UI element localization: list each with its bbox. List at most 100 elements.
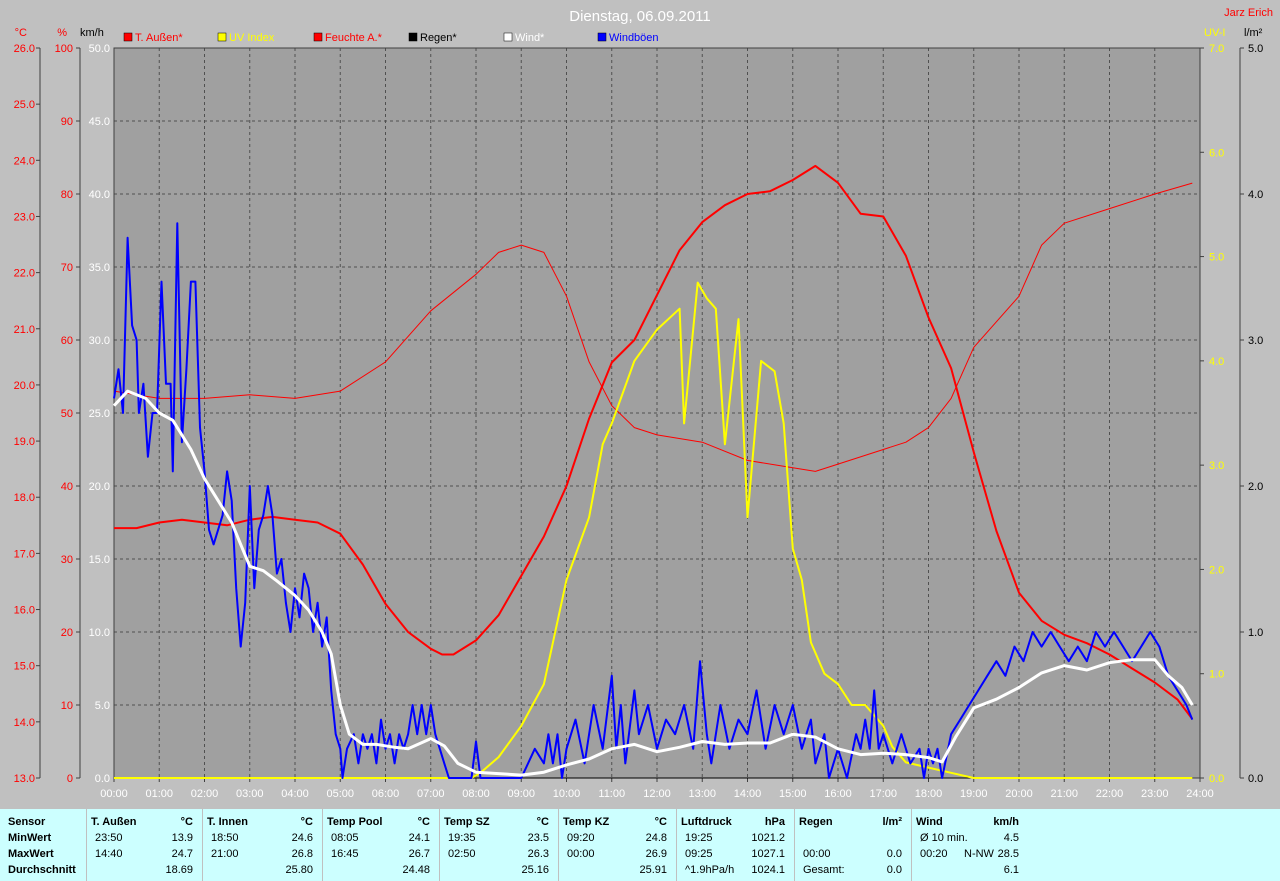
- legend-swatch: [123, 32, 133, 42]
- tick-label-humidity: 0: [67, 773, 73, 785]
- tick-label-wind: 50.0: [89, 43, 110, 55]
- tick-label-time: 18:00: [915, 788, 943, 800]
- stats-value: 24.7: [171, 848, 193, 860]
- tick-label-time: 09:00: [507, 788, 535, 800]
- tick-label-time: 15:00: [779, 788, 807, 800]
- stats-time: 14:40: [95, 848, 123, 860]
- stats-value: 26.7: [408, 848, 430, 860]
- stats-unit: °C: [417, 816, 430, 828]
- tick-label-time: 06:00: [372, 788, 400, 800]
- stats-header: Temp Pool: [327, 816, 383, 828]
- stats-header: Temp SZ: [444, 816, 490, 828]
- tick-label-humidity: 30: [61, 554, 73, 566]
- stats-direction: N-NW: [964, 848, 994, 860]
- stats-value: 26.3: [527, 848, 549, 860]
- tick-label-temp: 25.0: [14, 99, 35, 111]
- stats-header: T. Außen: [91, 816, 137, 828]
- tick-label-wind: 20.0: [89, 481, 110, 493]
- stats-row-label: Durchschnitt: [8, 864, 76, 876]
- legend-swatch: [313, 32, 323, 42]
- stats-unit: hPa: [764, 816, 785, 828]
- stats-header: Sensor: [8, 816, 46, 828]
- legend-label: Regen*: [420, 32, 457, 44]
- stats-unit: km/h: [993, 816, 1019, 828]
- tick-label-temp: 22.0: [14, 268, 35, 280]
- stats-time: Gesamt:: [803, 864, 845, 876]
- legend-swatch: [408, 32, 418, 42]
- stats-time: 02:50: [448, 848, 476, 860]
- unit-humidity-label: %: [57, 27, 67, 39]
- stats-value: 18.69: [165, 864, 193, 876]
- tick-label-time: 12:00: [643, 788, 671, 800]
- stats-value: 26.9: [645, 848, 667, 860]
- stats-time: ^1.9hPa/h: [685, 864, 735, 876]
- tick-label-time: 00:00: [100, 788, 128, 800]
- stats-value: 4.5: [1003, 832, 1019, 844]
- legend-label: Windböen: [609, 32, 659, 44]
- series-line-feuchte-a: [113, 182, 1193, 472]
- stats-value: 24.1: [408, 832, 430, 844]
- tick-label-time: 02:00: [191, 788, 219, 800]
- stats-value: 1021.2: [751, 832, 785, 844]
- tick-label-wind: 5.0: [95, 700, 110, 712]
- weather-chart: Dienstag, 06.09.2011 Jarz Erich °C% km/h UV-…: [14, 7, 1273, 800]
- tick-label-time: 07:00: [417, 788, 445, 800]
- tick-label-time: 13:00: [688, 788, 716, 800]
- tick-label-uv: 1.0: [1209, 669, 1224, 681]
- tick-label-uv: 6.0: [1209, 147, 1224, 159]
- stats-column: Regen l/m² 00:00 0.0 Gesamt: 0.0: [794, 809, 910, 881]
- legend-swatch: [503, 32, 513, 42]
- unit-rain-label: l/m²: [1244, 27, 1263, 39]
- tick-label-wind: 30.0: [89, 335, 110, 347]
- stats-row-label: MaxWert: [8, 848, 54, 860]
- stats-value: 24.8: [645, 832, 667, 844]
- stats-value: 1024.1: [751, 864, 785, 876]
- stats-time: 09:20: [567, 832, 595, 844]
- stats-unit: l/m²: [882, 816, 902, 828]
- stats-unit: °C: [654, 816, 667, 828]
- tick-label-temp: 13.0: [14, 773, 35, 785]
- tick-label-humidity: 60: [61, 335, 73, 347]
- tick-label-time: 19:00: [960, 788, 988, 800]
- stats-value: 25.80: [285, 864, 313, 876]
- tick-label-temp: 16.0: [14, 605, 35, 617]
- stats-column: Temp SZ °C 19:35 23.5 02:50 26.3 25.16: [439, 809, 557, 881]
- tick-label-uv: 3.0: [1209, 460, 1224, 472]
- tick-label-humidity: 10: [61, 700, 73, 712]
- stats-time: 09:25: [685, 848, 713, 860]
- tick-label-wind: 40.0: [89, 189, 110, 201]
- stats-column: T. Außen °C 23:50 13.9 14:40 24.7 18.69: [86, 809, 201, 881]
- stats-value: 23.5: [527, 832, 549, 844]
- series-group: [112, 164, 1194, 779]
- tick-label-temp: 24.0: [14, 155, 35, 167]
- legend-item: T. Außen*: [123, 32, 183, 44]
- stats-header: T. Innen: [207, 816, 248, 828]
- tick-label-time: 22:00: [1096, 788, 1124, 800]
- tick-label-wind: 15.0: [89, 554, 110, 566]
- tick-label-time: 17:00: [869, 788, 897, 800]
- stats-column: Temp Pool °C 08:05 24.1 16:45 26.7 24.48: [322, 809, 438, 881]
- tick-label-time: 16:00: [824, 788, 852, 800]
- tick-label-rain: 5.0: [1248, 43, 1263, 55]
- tick-label-time: 24:00: [1186, 788, 1214, 800]
- stats-header: Luftdruck: [681, 816, 732, 828]
- series-line-windböen: [113, 222, 1194, 779]
- tick-label-time: 04:00: [281, 788, 309, 800]
- tick-label-rain: 2.0: [1248, 481, 1263, 493]
- tick-label-time: 14:00: [734, 788, 762, 800]
- tick-label-time: 01:00: [145, 788, 173, 800]
- tick-label-rain: 1.0: [1248, 627, 1263, 639]
- legend-label: UV Index: [229, 32, 275, 44]
- tick-label-time: 11:00: [598, 788, 625, 800]
- stats-time: 16:45: [331, 848, 359, 860]
- stats-column: T. Innen °C 18:50 24.6 21:00 26.8 25.80: [202, 809, 321, 881]
- stats-time: 19:35: [448, 832, 476, 844]
- tick-label-temp: 23.0: [14, 211, 35, 223]
- stats-value: 13.9: [171, 832, 193, 844]
- stats-time: 21:00: [211, 848, 239, 860]
- legend-item: Wind*: [503, 32, 545, 44]
- tick-label-wind: 45.0: [89, 116, 110, 128]
- tick-label-uv: 7.0: [1209, 43, 1224, 55]
- stats-unit: °C: [180, 816, 193, 828]
- tick-label-wind: 10.0: [89, 627, 110, 639]
